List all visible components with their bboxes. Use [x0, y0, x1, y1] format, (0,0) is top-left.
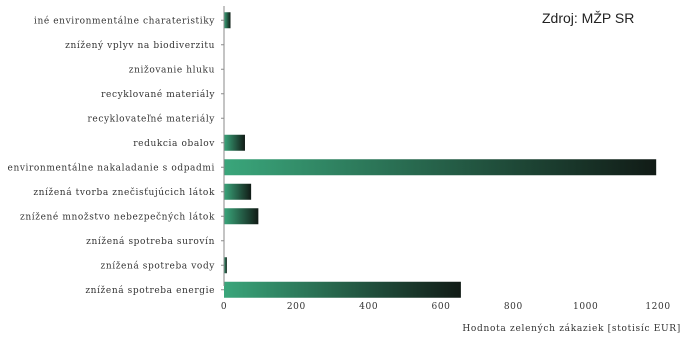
category-label: iné environmentálne charateristiky: [34, 15, 215, 26]
bar: [224, 134, 245, 151]
x-tick-label: 400: [359, 302, 378, 312]
category-label: znižovanie hluku: [129, 64, 215, 75]
x-axis-title: Hodnota zelených zákaziek [stotisíc EUR]: [462, 323, 681, 334]
x-tick-label: 0: [221, 302, 227, 312]
category-label: znížený vplyv na biodiverzitu: [65, 40, 215, 51]
bar: [224, 208, 259, 225]
bar: [224, 281, 461, 298]
category-label: redukcia obalov: [133, 139, 215, 149]
category-label: znížená tvorba znečisťujúcich látok: [33, 187, 215, 198]
x-tick-label: 600: [432, 302, 451, 312]
bar: [224, 12, 231, 29]
bar: [224, 183, 252, 200]
category-label: znížená spotreba energie: [85, 285, 215, 296]
category-label: recyklovateľné materiály: [87, 113, 215, 124]
x-tick-label: 1200: [645, 302, 670, 312]
bar: [224, 257, 227, 274]
x-tick-label: 1000: [573, 302, 598, 312]
source-note: Zdroj: MŽP SR: [542, 10, 635, 26]
x-tick-label: 200: [287, 302, 306, 312]
category-label: znížená spotreba surovín: [86, 236, 215, 247]
category-label: environmentálne nakaladanie s odpadmi: [8, 162, 215, 173]
x-tick-label: 800: [504, 302, 523, 312]
bar: [224, 159, 657, 176]
category-label: znížená spotreba vody: [101, 260, 216, 271]
category-label: znížené množstvo nebezpečných látok: [20, 211, 215, 222]
category-label: recyklované materiály: [101, 89, 215, 100]
